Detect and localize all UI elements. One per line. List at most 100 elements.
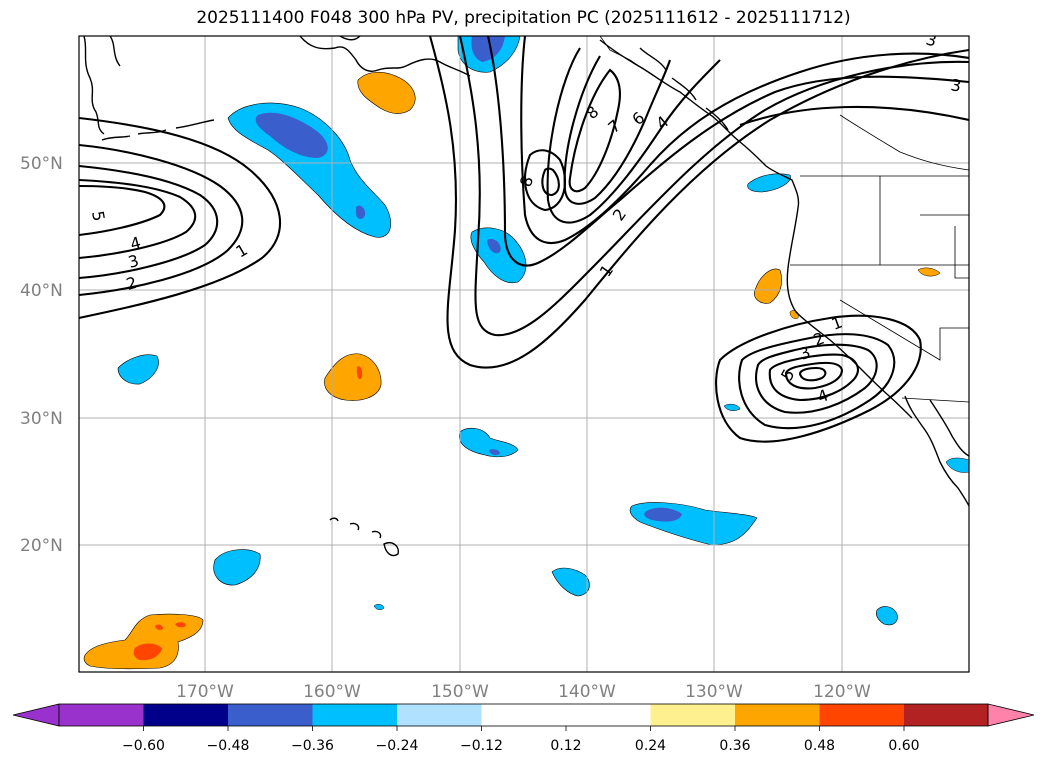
precip-negative-area (459, 427, 519, 458)
coastline-aleutians (101, 119, 215, 141)
pv-contour-1 (79, 116, 282, 320)
precip-positive-area (324, 353, 382, 401)
precip-positive-area (754, 268, 782, 304)
precip-strong-negative-area (487, 239, 501, 254)
precip-negative-area (747, 173, 791, 193)
precip-negative-area (876, 606, 898, 626)
coastline-russia (83, 36, 105, 135)
pv-label: 3 (126, 251, 141, 272)
pv-contour-3 (79, 164, 219, 280)
pv-contour-2 (738, 333, 896, 430)
coastline-islands (639, 47, 729, 131)
colorbar-tick-label: −0.48 (207, 738, 250, 754)
coastline-hawaii (329, 517, 399, 557)
precip-strong-positive-area (155, 624, 163, 630)
pv-contour-8 (568, 68, 621, 193)
pv-contour-2 (79, 143, 244, 297)
colorbar-tick-label: 0.48 (804, 738, 835, 754)
precip-positive-area (917, 267, 941, 277)
precip-negative-area (117, 354, 159, 385)
pv-contour-3b (739, 105, 969, 126)
colorbar-extend-min (12, 703, 60, 727)
pv-contour-1 (715, 314, 922, 443)
borders (599, 36, 969, 403)
lon-label: 140°W (558, 682, 616, 702)
colorbar-tick-label: −0.12 (460, 738, 503, 754)
precip-negative-area (227, 102, 392, 238)
pv-contours (79, 36, 969, 443)
precip-negative-area (373, 604, 385, 610)
colorbar-segment (735, 704, 820, 726)
lon-label: 130°W (685, 682, 743, 702)
colorbar-segment (481, 704, 566, 726)
precip-strong-negative-area (489, 449, 500, 455)
lat-label: 20°N (20, 536, 63, 556)
pv-contour-8b (541, 167, 560, 197)
precip-negative-area (213, 549, 261, 586)
coastline-alaska (339, 36, 361, 41)
colorbar-tick-label: 0.60 (888, 738, 919, 754)
lon-label: 150°W (431, 682, 489, 702)
colorbar-tick-label: 0.12 (550, 738, 581, 754)
pv-contour-4 (768, 353, 859, 402)
colorbar-segment (904, 704, 988, 726)
colorbar-tick-label: 0.36 (719, 738, 750, 754)
colorbar-segment (312, 704, 397, 726)
pv-contour-5 (79, 184, 166, 237)
pv-contour-5 (784, 361, 844, 390)
colorbar-extend-max (987, 703, 1035, 727)
map-frame (78, 35, 970, 673)
precip-positive-area (83, 613, 204, 670)
colorbar-tick-label: −0.36 (291, 738, 334, 754)
chart-title: 2025111400 F048 300 hPa PV, precipitatio… (196, 8, 851, 28)
colorbar-frame (58, 703, 989, 727)
coastline-us-west (786, 207, 913, 419)
pv-contour-5b (798, 366, 827, 382)
coastline-alaska (299, 36, 471, 77)
border-canada-provinces (839, 114, 969, 171)
pv-contour-6 (546, 47, 721, 224)
colorbar-segment (566, 704, 651, 726)
lon-label: 170°W (176, 682, 234, 702)
border-states (790, 176, 969, 361)
coastline-mexico (929, 399, 969, 457)
pv-contour-4 (520, 36, 969, 245)
colorbar-tick-label: −0.60 (122, 738, 165, 754)
pv-contour-7b (523, 149, 567, 212)
colorbar: −0.60 −0.48 −0.36 −0.24 −0.12 0.12 0.24 … (12, 703, 1035, 754)
lat-label: 50°N (20, 154, 63, 174)
border-alaska-canada (599, 36, 661, 81)
precip-negative-area (551, 567, 590, 597)
precip-anomaly-fields (83, 36, 969, 670)
lon-label: 120°W (813, 682, 871, 702)
colorbar-tick-label: 0.24 (635, 738, 666, 754)
colorbar-segment (397, 704, 482, 726)
pv-label: 3 (949, 75, 962, 95)
coastline-russia (109, 36, 121, 67)
colorbar-segment (819, 704, 904, 726)
precip-strong-negative-area (644, 507, 682, 522)
latitude-labels: 50°N 40°N 30°N 20°N (20, 154, 63, 556)
pv-contour-2 (458, 36, 969, 337)
pv-contour-1 (428, 36, 969, 369)
pv-label: 4 (128, 233, 143, 254)
graticule (79, 36, 969, 672)
lat-label: 30°N (20, 409, 63, 429)
pv-label: 2 (124, 273, 139, 294)
pv-label: 5 (88, 209, 108, 222)
border-us-mexico (901, 397, 969, 403)
pv-contour-7 (563, 55, 671, 205)
colorbar-segment (228, 704, 313, 726)
pv-contour-4 (79, 178, 197, 260)
lon-label: 160°W (303, 682, 361, 702)
colorbar-tick-label: −0.24 (376, 738, 419, 754)
precip-negative-area (723, 403, 741, 411)
precip-negative-area (945, 457, 969, 473)
lat-label: 40°N (20, 281, 63, 301)
precip-strong-positive-area (133, 643, 162, 661)
colorbar-segment (650, 704, 735, 726)
colorbar-ticks (143, 726, 905, 731)
coastline-baja (904, 395, 969, 507)
colorbar-segment (143, 704, 228, 726)
